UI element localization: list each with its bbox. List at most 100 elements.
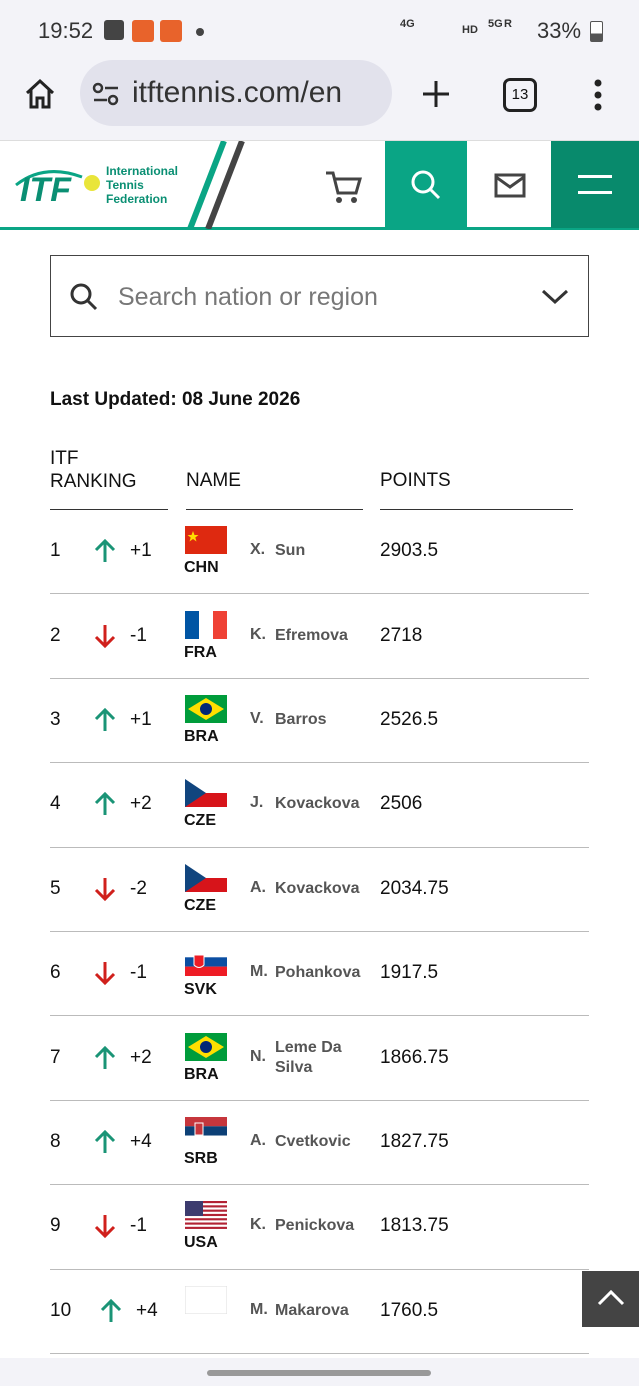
- change: -1: [130, 624, 147, 646]
- arrow-up: [94, 707, 116, 733]
- menu-button[interactable]: [590, 78, 606, 112]
- change: -1: [130, 962, 147, 984]
- row-separator: [50, 1184, 589, 1185]
- rank: 3: [50, 709, 61, 730]
- home-button[interactable]: [22, 76, 58, 112]
- initial: K.: [250, 1216, 266, 1234]
- row-separator: [50, 1269, 589, 1270]
- mail-button[interactable]: [494, 173, 526, 199]
- network-label: 4G: [400, 18, 415, 30]
- rank: 4: [50, 793, 61, 815]
- surname: Leme Da Silva: [275, 1038, 342, 1076]
- logo-text: ITF: [20, 171, 71, 209]
- flag: [185, 610, 227, 639]
- flag: [185, 863, 227, 892]
- surname: Kovackova: [275, 879, 360, 897]
- address-bar[interactable]: itftennis.com/en: [80, 60, 392, 126]
- row-separator: [50, 1353, 589, 1354]
- network-label: HD: [462, 24, 478, 36]
- points-header: POINTS: [380, 470, 573, 510]
- rank-header-line: RANKING: [50, 471, 137, 492]
- battery-level: 33%: [537, 18, 582, 43]
- points: 2506: [380, 793, 423, 815]
- org-line: International: [106, 164, 179, 178]
- org-line: Federation: [106, 192, 168, 206]
- logo[interactable]: ITF International Tennis Federation: [14, 161, 194, 211]
- change: +4: [136, 1299, 158, 1321]
- nation-code: BRA: [184, 1065, 219, 1083]
- initial: M.: [250, 963, 268, 981]
- nation-code: BRA: [184, 728, 219, 745]
- initial: A.: [250, 878, 266, 896]
- row-separator: [50, 762, 589, 763]
- points: 2526.5: [380, 709, 439, 730]
- row-separator: [50, 1100, 589, 1101]
- arrow-down: [94, 960, 116, 986]
- rank: 7: [50, 1046, 61, 1068]
- nation-code: USA: [184, 1234, 218, 1252]
- status-bar: 19:52 4G HD 5G R 33%: [0, 0, 639, 60]
- initial: N.: [250, 1047, 266, 1065]
- row-separator: [50, 678, 589, 679]
- hamburger-button[interactable]: [551, 141, 639, 228]
- initial: A.: [250, 1132, 266, 1149]
- surname: Efremova: [275, 626, 348, 644]
- arrow-up: [94, 1129, 116, 1155]
- change: +1: [130, 709, 152, 730]
- nation-code: SVK: [184, 981, 217, 999]
- rank: 8: [50, 1131, 61, 1152]
- nation-code: CZE: [184, 812, 216, 830]
- org-line: Tennis: [106, 178, 144, 192]
- search-box[interactable]: Search nation or region: [50, 255, 589, 337]
- flag: [185, 948, 227, 977]
- name-header: NAME: [186, 470, 363, 510]
- surname: Kovackova: [275, 795, 360, 813]
- rank: 1: [50, 540, 61, 562]
- search-button[interactable]: [385, 141, 467, 228]
- surname: Pohankova: [275, 964, 361, 982]
- tab-count[interactable]: 13: [503, 78, 537, 112]
- points: 2903.5: [380, 540, 439, 562]
- cart-button[interactable]: [324, 169, 364, 205]
- points: 1760.5: [380, 1299, 439, 1321]
- new-tab-button[interactable]: [420, 78, 452, 110]
- row-separator: [50, 593, 589, 594]
- nation-code: CZE: [184, 896, 216, 914]
- browser-bar: itftennis.com/en 13: [0, 60, 639, 140]
- nation-code: CHN: [184, 559, 219, 577]
- initial: M.: [250, 1300, 268, 1318]
- site-header: ITF International Tennis Federation: [0, 140, 639, 230]
- rank-header-line: ITF: [50, 448, 79, 469]
- site-settings: [92, 82, 119, 106]
- scroll-top-button[interactable]: [582, 1271, 639, 1327]
- points: 2718: [380, 624, 423, 646]
- clock: 19:52: [38, 18, 94, 43]
- rank: 2: [50, 624, 61, 646]
- battery-icon: [590, 21, 603, 42]
- points: 1866.75: [380, 1046, 449, 1068]
- points: 2034.75: [380, 877, 449, 899]
- arrow-down: [94, 876, 116, 902]
- nation-code: SRB: [184, 1150, 218, 1167]
- rank: 10: [50, 1299, 72, 1321]
- flag: [185, 1032, 227, 1061]
- flag: [185, 779, 227, 808]
- flag: [185, 1117, 227, 1145]
- url: itftennis.com/en: [132, 76, 343, 109]
- change: +1: [130, 540, 152, 562]
- surname: Makarova: [275, 1301, 349, 1319]
- points: 1917.5: [380, 962, 439, 984]
- search-placeholder: Search nation or region: [118, 283, 378, 311]
- row-separator: [50, 931, 589, 932]
- rank: 6: [50, 962, 61, 984]
- flag: [185, 1201, 227, 1230]
- rank: 5: [50, 877, 61, 899]
- org-name: International Tennis Federation: [106, 164, 178, 206]
- initial: X.: [250, 541, 266, 559]
- surname: Cvetkovic: [275, 1133, 351, 1150]
- arrow-up: [94, 1045, 116, 1071]
- change: +4: [130, 1131, 152, 1152]
- points: 1813.75: [380, 1215, 449, 1237]
- initial: V.: [250, 710, 264, 727]
